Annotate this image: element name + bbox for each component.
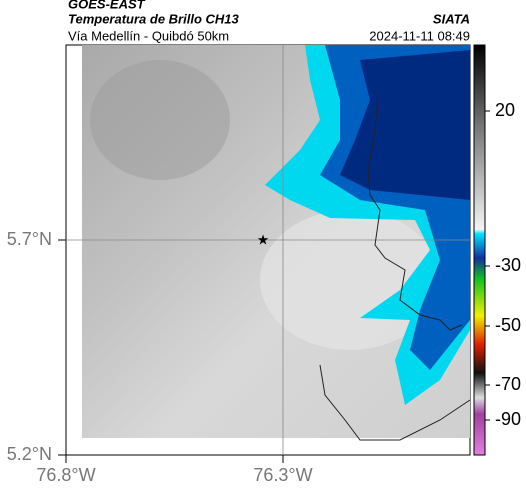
- colorbar-label: -70: [495, 374, 521, 394]
- colorbar-label: 20: [495, 100, 515, 120]
- source: GOES-EAST: [68, 0, 146, 11]
- location-star: ★: [257, 232, 270, 248]
- lon-label: 76.3°W: [253, 465, 312, 485]
- colorbar-label: -90: [495, 409, 521, 429]
- lat-label: 5.2°N: [7, 444, 52, 464]
- product: Temperatura de Brillo CH13: [68, 11, 240, 26]
- colorbar: [473, 44, 486, 456]
- cloud-dark: [340, 50, 470, 200]
- border: [319, 364, 471, 441]
- lat-label: 5.7°N: [7, 229, 52, 249]
- lon-label: 76.8°W: [36, 465, 95, 485]
- agency: SIATA: [433, 11, 470, 26]
- border: [367, 94, 463, 331]
- timestamp: 2024-11-11 08:49: [369, 28, 470, 43]
- route: Vía Medellín - Quibdó 50km: [68, 28, 229, 43]
- colorbar-label: -30: [495, 255, 521, 275]
- colorbar-label: -50: [495, 315, 521, 335]
